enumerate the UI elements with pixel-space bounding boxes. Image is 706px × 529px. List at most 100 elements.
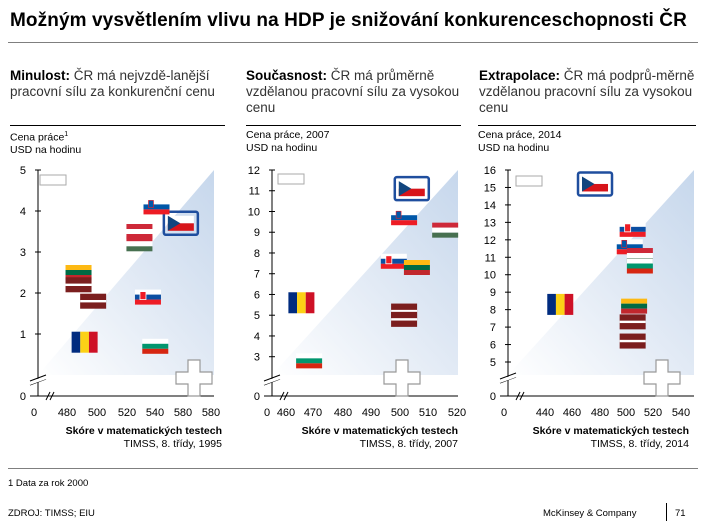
flag-1 — [143, 199, 170, 215]
x-tick-label: 580 — [174, 407, 192, 419]
flag-2 — [432, 222, 459, 238]
flag-3 — [126, 236, 153, 252]
y-tick-label: 7 — [254, 269, 260, 281]
panel-2-xlabel-2: TIMSS, 8. třídy, 2007 — [359, 437, 458, 450]
chart-2: 0 3 4 5 6 7 8 9 10 11 12 0 460 470 480 490 500 510 520 — [248, 165, 466, 419]
y-tick-label: 10 — [484, 270, 496, 282]
flag-1 — [619, 221, 646, 237]
y-tick-label: 7 — [490, 322, 496, 334]
x-tick-label: 500 — [88, 407, 106, 419]
x-tick-label: 0 — [264, 407, 270, 419]
y-tick-label: 11 — [485, 252, 496, 264]
x-tick-label: 480 — [58, 407, 76, 419]
chart-1: 0 1 2 3 4 5 0 480 500 520 540 580 580 — [20, 165, 220, 419]
y-tick-label: 8 — [490, 305, 496, 317]
y-tick-label: 6 — [490, 340, 496, 352]
y-tick-label: 13 — [484, 217, 496, 229]
cross-marker — [643, 359, 681, 397]
panel-3-xlabel: Skóre v matematických testech TIMSS, 8. … — [489, 425, 689, 450]
y-tick-label: 0 — [20, 391, 26, 403]
flag-1 — [391, 210, 418, 226]
y-tick-label: 15 — [484, 182, 496, 194]
panel-3-rule — [478, 125, 696, 126]
flag-7 — [391, 311, 418, 327]
panel-1-ylabel-2: USD na hodinu — [10, 144, 82, 156]
x-tick-label: 460 — [563, 407, 581, 419]
source: ZDROJ: TIMSS; EIU — [8, 508, 95, 519]
x-tick-label: 490 — [362, 407, 380, 419]
cross-marker — [175, 359, 213, 397]
y-tick-label: 14 — [484, 200, 496, 212]
empty-marker — [39, 174, 67, 186]
empty-marker — [515, 175, 543, 187]
x-tick-label: 510 — [419, 407, 437, 419]
panel-1-head-text: ČR má nejvzdě-lanější pracovní sílu za k… — [10, 68, 215, 99]
flag-4 — [626, 258, 653, 274]
flag-5 — [547, 293, 574, 315]
y-tick-label: 1 — [20, 329, 26, 341]
flag-6 — [80, 293, 107, 309]
flag-0 — [393, 175, 431, 202]
y-tick-label: 5 — [254, 310, 260, 322]
chart-3-background — [508, 170, 694, 375]
y-tick-label: 9 — [490, 287, 496, 299]
y-tick-label: 0 — [254, 391, 260, 403]
page-number: 71 — [675, 508, 686, 519]
brand: McKinsey & Company — [543, 508, 637, 519]
panel-2-head-text: ČR má průměrně vzdělanou pracovní sílu z… — [246, 68, 460, 115]
panel-2-ylabel: Cena práce, 2007 USD na hodinu — [246, 129, 329, 154]
flag-8 — [71, 331, 98, 353]
flag-7 — [134, 289, 161, 305]
flag-5 — [288, 292, 315, 314]
y-tick-label: 11 — [249, 186, 260, 198]
panel-3-head-bold: Extrapolace: — [479, 68, 561, 83]
cross-marker — [383, 359, 421, 397]
panel-1-rule — [10, 125, 225, 126]
x-tick-label: 500 — [617, 407, 635, 419]
x-axis-break — [519, 391, 525, 401]
y-tick-label: 3 — [20, 247, 26, 259]
y-tick-label: 3 — [254, 352, 260, 364]
x-tick-label: 580 — [202, 407, 220, 419]
x-tick-label: 500 — [391, 407, 409, 419]
panel-3-ylabel-1: Cena práce, 2014 — [478, 129, 562, 141]
footer-rule — [8, 468, 698, 469]
y-axis-break — [263, 374, 281, 382]
panel-3-ylabel: Cena práce, 2014 USD na hodinu — [478, 129, 561, 154]
y-axis-break — [499, 372, 517, 380]
y-tick-label: 5 — [490, 357, 496, 369]
flag-6 — [621, 298, 648, 314]
y-tick-label: 10 — [248, 206, 260, 218]
page-number-separator — [666, 503, 667, 521]
y-tick-label: 4 — [254, 331, 260, 343]
flag-8 — [296, 353, 323, 369]
panel-1-head-bold: Minulost: — [10, 68, 70, 83]
flag-9 — [142, 338, 169, 354]
x-tick-label: 520 — [118, 407, 136, 419]
chart-3: 0 5 6 7 8 9 10 11 12 13 14 15 16 0 440 460 480 500 520 540 — [484, 165, 694, 419]
y-tick-label: 0 — [490, 391, 496, 403]
y-tick-label: 16 — [484, 165, 496, 177]
panel-3-xlabel-bold: Skóre v matematických testech — [532, 425, 689, 437]
flag-3 — [380, 253, 407, 269]
y-tick-label: 12 — [484, 235, 496, 247]
panel-2-header: Současnost: ČR má průměrně vzdělanou pra… — [246, 68, 468, 116]
x-axis-break — [279, 391, 285, 401]
title-rule — [8, 42, 698, 43]
flag-4 — [403, 260, 430, 275]
x-tick-label: 0 — [31, 407, 37, 419]
y-tick-label: 8 — [254, 248, 260, 260]
panel-1-ylabel: Cena práce1 USD na hodinu — [10, 129, 81, 157]
x-axis-break — [45, 391, 51, 401]
y-tick-label: 12 — [248, 165, 260, 177]
panel-1-ylabel-1: Cena práce — [10, 131, 65, 144]
y-tick-label: 9 — [254, 227, 260, 239]
panel-1-xlabel: Skóre v matematických testech TIMSS, 8. … — [22, 425, 222, 450]
panel-1-header: Minulost: ČR má nejvzdě-lanější pracovní… — [10, 68, 232, 100]
panel-2-ylabel-2: USD na hodinu — [246, 141, 318, 154]
panel-3-header: Extrapolace: ČR má podprů-měrně vzdělano… — [479, 68, 701, 116]
panel-2-xlabel: Skóre v matematických testech TIMSS, 8. … — [258, 425, 458, 450]
x-tick-label: 540 — [672, 407, 690, 419]
panel-3-xlabel-2: TIMSS, 8. třídy, 2014 — [590, 437, 689, 450]
x-tick-label: 440 — [536, 407, 554, 419]
